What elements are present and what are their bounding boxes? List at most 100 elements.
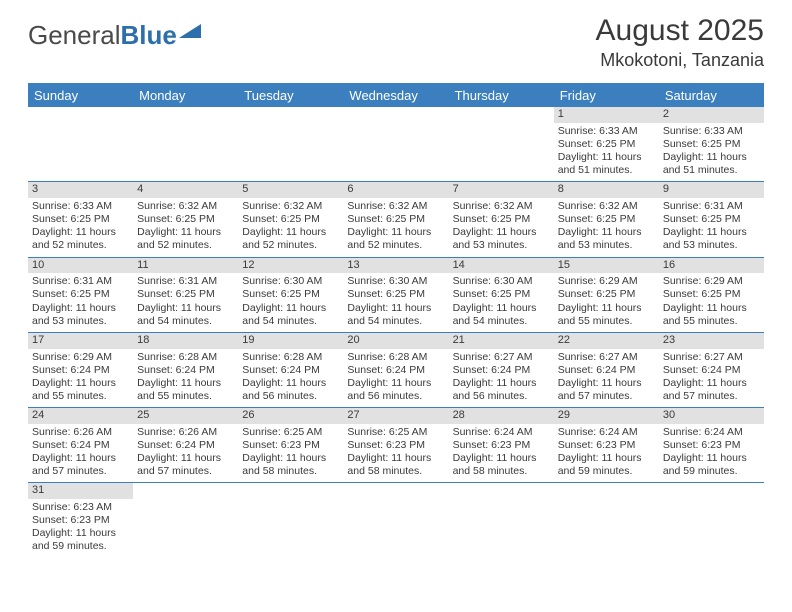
day-number: 25: [133, 408, 238, 424]
day-cell: [133, 483, 238, 557]
day-number: 2: [659, 107, 764, 123]
day-cell: 29 Sunrise: 6:24 AMSunset: 6:23 PMDayligh…: [554, 408, 659, 482]
sunset: Sunset: 6:25 PM: [663, 213, 760, 226]
day-cell: 21 Sunrise: 6:27 AMSunset: 6:24 PMDayligh…: [449, 333, 554, 407]
daylight: Daylight: 11 hours and 53 minutes.: [558, 226, 655, 252]
daylight: Daylight: 11 hours and 55 minutes.: [558, 302, 655, 328]
sunrise: Sunrise: 6:32 AM: [558, 200, 655, 213]
day-number: 16: [659, 258, 764, 274]
sunset: Sunset: 6:23 PM: [453, 439, 550, 452]
sunrise: Sunrise: 6:33 AM: [663, 125, 760, 138]
daylight: Daylight: 11 hours and 57 minutes.: [558, 377, 655, 403]
day-number: 18: [133, 333, 238, 349]
day-cell: 22Sunrise: 6:27 AMSunset: 6:24 PMDayligh…: [554, 333, 659, 407]
day-cell: 5Sunrise: 6:32 AMSunset: 6:25 PMDaylight…: [238, 182, 343, 256]
day-number: 10: [28, 258, 133, 274]
daylight: Daylight: 11 hours and 59 minutes.: [663, 452, 760, 478]
sunrise: Sunrise: 6:31 AM: [32, 275, 129, 288]
day-cell: [133, 107, 238, 181]
day-content: Sunrise: 6:32 AMSunset: 6:25 PMDaylight:…: [347, 200, 444, 253]
day-number: 17: [28, 333, 133, 349]
sunrise: Sunrise: 6:31 AM: [663, 200, 760, 213]
day-cell: 6Sunrise: 6:32 AMSunset: 6:25 PMDaylight…: [343, 182, 448, 256]
daylight: Daylight: 11 hours and 51 minutes.: [558, 151, 655, 177]
day-content: Sunrise: 6:25 AMSunset: 6:23 PMDaylight:…: [347, 426, 444, 479]
day-header: Tuesday: [238, 85, 343, 107]
sunrise: Sunrise: 6:30 AM: [242, 275, 339, 288]
daylight: Daylight: 11 hours and 55 minutes.: [137, 377, 234, 403]
daylight: Daylight: 11 hours and 52 minutes.: [137, 226, 234, 252]
sunrise: Sunrise: 6:33 AM: [32, 200, 129, 213]
day-content: Sunrise: 6:33 AMSunset: 6:25 PMDaylight:…: [32, 200, 129, 253]
daylight: Daylight: 11 hours and 56 minutes.: [453, 377, 550, 403]
day-number: 4: [133, 182, 238, 198]
day-cell: 3Sunrise: 6:33 AMSunset: 6:25 PMDaylight…: [28, 182, 133, 256]
day-number: 22: [554, 333, 659, 349]
weeks: 1Sunrise: 6:33 AMSunset: 6:25 PMDaylight…: [28, 107, 764, 558]
day-number: 23: [659, 333, 764, 349]
sunrise: Sunrise: 6:28 AM: [242, 351, 339, 364]
day-content: Sunrise: 6:28 AMSunset: 6:24 PMDaylight:…: [347, 351, 444, 404]
day-number: 29: [554, 408, 659, 424]
day-cell: 12Sunrise: 6:30 AMSunset: 6:25 PMDayligh…: [238, 258, 343, 332]
day-number: 31: [28, 483, 133, 499]
sunrise: Sunrise: 6:29 AM: [558, 275, 655, 288]
day-cell: 27Sunrise: 6:25 AMSunset: 6:23 PMDayligh…: [343, 408, 448, 482]
daylight: Daylight: 11 hours and 54 minutes.: [347, 302, 444, 328]
week-row: 24Sunrise: 6:26 AMSunset: 6:24 PMDayligh…: [28, 408, 764, 483]
title-block: August 2025 Mkokotoni, Tanzania: [596, 14, 764, 71]
day-number: 5: [238, 182, 343, 198]
sunset: Sunset: 6:25 PM: [558, 213, 655, 226]
sunset: Sunset: 6:23 PM: [663, 439, 760, 452]
daylight: Daylight: 11 hours and 53 minutes.: [663, 226, 760, 252]
day-header: Saturday: [659, 85, 764, 107]
day-content: Sunrise: 6:33 AMSunset: 6:25 PMDaylight:…: [558, 125, 655, 178]
day-number: 12: [238, 258, 343, 274]
day-cell: [659, 483, 764, 557]
day-cell: 20Sunrise: 6:28 AMSunset: 6:24 PMDayligh…: [343, 333, 448, 407]
sunset: Sunset: 6:24 PM: [347, 364, 444, 377]
day-content: Sunrise: 6:32 AMSunset: 6:25 PMDaylight:…: [137, 200, 234, 253]
day-content: Sunrise: 6:24 AMSunset: 6:23 PMDaylight:…: [453, 426, 550, 479]
day-content: Sunrise: 6:24 AMSunset: 6:23 PMDaylight:…: [558, 426, 655, 479]
day-content: Sunrise: 6:27 AMSunset: 6:24 PMDaylight:…: [453, 351, 550, 404]
logo-text-2: Blue: [121, 20, 177, 51]
day-number: 21: [449, 333, 554, 349]
sunset: Sunset: 6:24 PM: [663, 364, 760, 377]
day-cell: [238, 107, 343, 181]
sunrise: Sunrise: 6:25 AM: [347, 426, 444, 439]
day-cell: 17Sunrise: 6:29 AMSunset: 6:24 PMDayligh…: [28, 333, 133, 407]
week-row: 3Sunrise: 6:33 AMSunset: 6:25 PMDaylight…: [28, 182, 764, 257]
daylight: Daylight: 11 hours and 57 minutes.: [137, 452, 234, 478]
day-content: Sunrise: 6:31 AMSunset: 6:25 PMDaylight:…: [137, 275, 234, 328]
daylight: Daylight: 11 hours and 58 minutes.: [347, 452, 444, 478]
day-number: 7: [449, 182, 554, 198]
day-content: Sunrise: 6:31 AMSunset: 6:25 PMDaylight:…: [32, 275, 129, 328]
day-cell: 9Sunrise: 6:31 AMSunset: 6:25 PMDaylight…: [659, 182, 764, 256]
sunset: Sunset: 6:25 PM: [347, 213, 444, 226]
day-header: Friday: [554, 85, 659, 107]
daylight: Daylight: 11 hours and 52 minutes.: [242, 226, 339, 252]
sunrise: Sunrise: 6:24 AM: [663, 426, 760, 439]
sunrise: Sunrise: 6:29 AM: [663, 275, 760, 288]
daylight: Daylight: 11 hours and 56 minutes.: [347, 377, 444, 403]
sunrise: Sunrise: 6:27 AM: [453, 351, 550, 364]
sunrise: Sunrise: 6:31 AM: [137, 275, 234, 288]
logo-sail-icon: [179, 24, 201, 38]
day-cell: 24Sunrise: 6:26 AMSunset: 6:24 PMDayligh…: [28, 408, 133, 482]
sunrise: Sunrise: 6:23 AM: [32, 501, 129, 514]
sunset: Sunset: 6:25 PM: [663, 138, 760, 151]
sunset: Sunset: 6:25 PM: [558, 138, 655, 151]
sunset: Sunset: 6:25 PM: [137, 288, 234, 301]
week-row: 10Sunrise: 6:31 AMSunset: 6:25 PMDayligh…: [28, 258, 764, 333]
daylight: Daylight: 11 hours and 54 minutes.: [137, 302, 234, 328]
day-cell: 14Sunrise: 6:30 AMSunset: 6:25 PMDayligh…: [449, 258, 554, 332]
day-cell: 7Sunrise: 6:32 AMSunset: 6:25 PMDaylight…: [449, 182, 554, 256]
sunset: Sunset: 6:23 PM: [242, 439, 339, 452]
day-cell: [343, 483, 448, 557]
day-header: Wednesday: [343, 85, 448, 107]
month-title: August 2025: [596, 14, 764, 48]
day-content: Sunrise: 6:27 AMSunset: 6:24 PMDaylight:…: [663, 351, 760, 404]
sunset: Sunset: 6:24 PM: [558, 364, 655, 377]
sunset: Sunset: 6:23 PM: [32, 514, 129, 527]
